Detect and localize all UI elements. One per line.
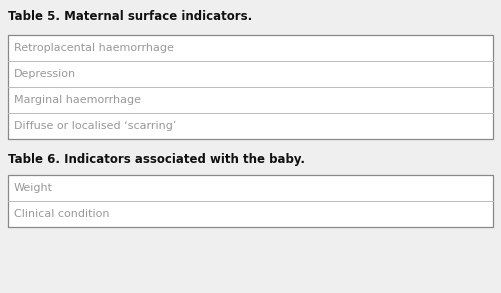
- Text: Retroplacental haemorrhage: Retroplacental haemorrhage: [14, 43, 174, 53]
- Text: Clinical condition: Clinical condition: [14, 209, 110, 219]
- Text: Table 6. Indicators associated with the baby.: Table 6. Indicators associated with the …: [8, 153, 305, 166]
- Bar: [8, 175, 493, 227]
- Text: Diffuse or localised ‘scarring’: Diffuse or localised ‘scarring’: [14, 121, 176, 131]
- Text: Table 5. Maternal surface indicators.: Table 5. Maternal surface indicators.: [8, 10, 252, 23]
- Text: Depression: Depression: [14, 69, 76, 79]
- Text: Weight: Weight: [14, 183, 53, 193]
- Bar: [8, 35, 493, 139]
- Text: Marginal haemorrhage: Marginal haemorrhage: [14, 95, 141, 105]
